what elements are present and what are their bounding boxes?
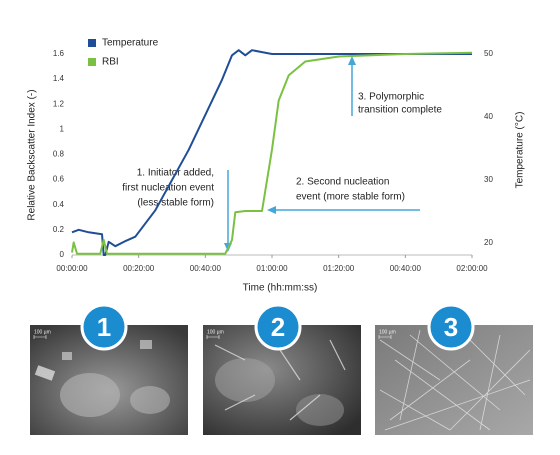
photo-number: 1: [97, 312, 111, 342]
y-tick-label: 0.2: [53, 225, 65, 234]
y-tick-label: 0.6: [53, 175, 65, 184]
arrow-head: [267, 206, 276, 214]
y-tick-label: 0.8: [53, 150, 65, 159]
photo-number: 3: [444, 312, 458, 342]
y2-tick-label: 30: [484, 175, 493, 184]
y-tick-label: 1: [60, 124, 65, 133]
x-tick-label: 00:40:00: [190, 264, 222, 273]
y-tick-label: 0: [60, 250, 65, 259]
y-tick-label: 1.6: [53, 49, 65, 58]
legend-swatch: [88, 39, 96, 47]
annotation-2: 2. Second nucleation event (more stable …: [267, 177, 420, 214]
x-tick-label: 00:20:00: [123, 264, 155, 273]
y2-axis-title: Temperature (°C): [515, 112, 526, 189]
y-tick-label: 1.2: [53, 99, 65, 108]
x-tick-label: 01:20:00: [323, 264, 355, 273]
x-axis-title: Time (hh:mm:ss): [243, 283, 318, 294]
y2-tick-label: 40: [484, 112, 493, 121]
x-tick-label: 01:00:00: [256, 264, 288, 273]
legend-label: Temperature: [102, 38, 159, 49]
annotation-1: 1. Initiator added, first nucleation eve…: [122, 168, 232, 252]
photo-1: [30, 325, 188, 435]
x-tick-label: 00:40:00: [390, 264, 422, 273]
legend-label: RBI: [102, 57, 119, 68]
series-line: [71, 51, 473, 255]
scale-bar-label: 100 µm: [34, 329, 51, 335]
y2-tick-label: 50: [484, 49, 493, 58]
annotation-3: 3. Polymorphic transition complete: [348, 56, 442, 116]
x-tick-label: 00:00:00: [56, 264, 88, 273]
annotation-text: event (more stable form): [296, 192, 405, 203]
series-line: [71, 49, 472, 256]
y-tick-label: 1.4: [53, 74, 65, 83]
annotation-text: transition complete: [358, 105, 442, 116]
y-axis-title: Relative Backscatter Index (-): [27, 89, 38, 220]
badges: 1 2 3 100 µm 100 µm 100 µm: [33, 303, 475, 351]
scale-bar-label: 100 µm: [207, 329, 224, 335]
photo-number: 2: [271, 312, 285, 342]
x-tick-label: 02:00:00: [456, 264, 488, 273]
y-tick-label: 0.4: [53, 200, 65, 209]
annotation-text: (less stable form): [137, 198, 214, 209]
annotation-text: 3. Polymorphic: [358, 92, 424, 103]
scale-bar-label: 100 µm: [379, 329, 396, 335]
annotation-text: 2. Second nucleation: [296, 177, 389, 188]
y2-tick-label: 20: [484, 238, 493, 247]
legend-swatch: [88, 58, 96, 66]
arrow-head: [348, 56, 356, 65]
